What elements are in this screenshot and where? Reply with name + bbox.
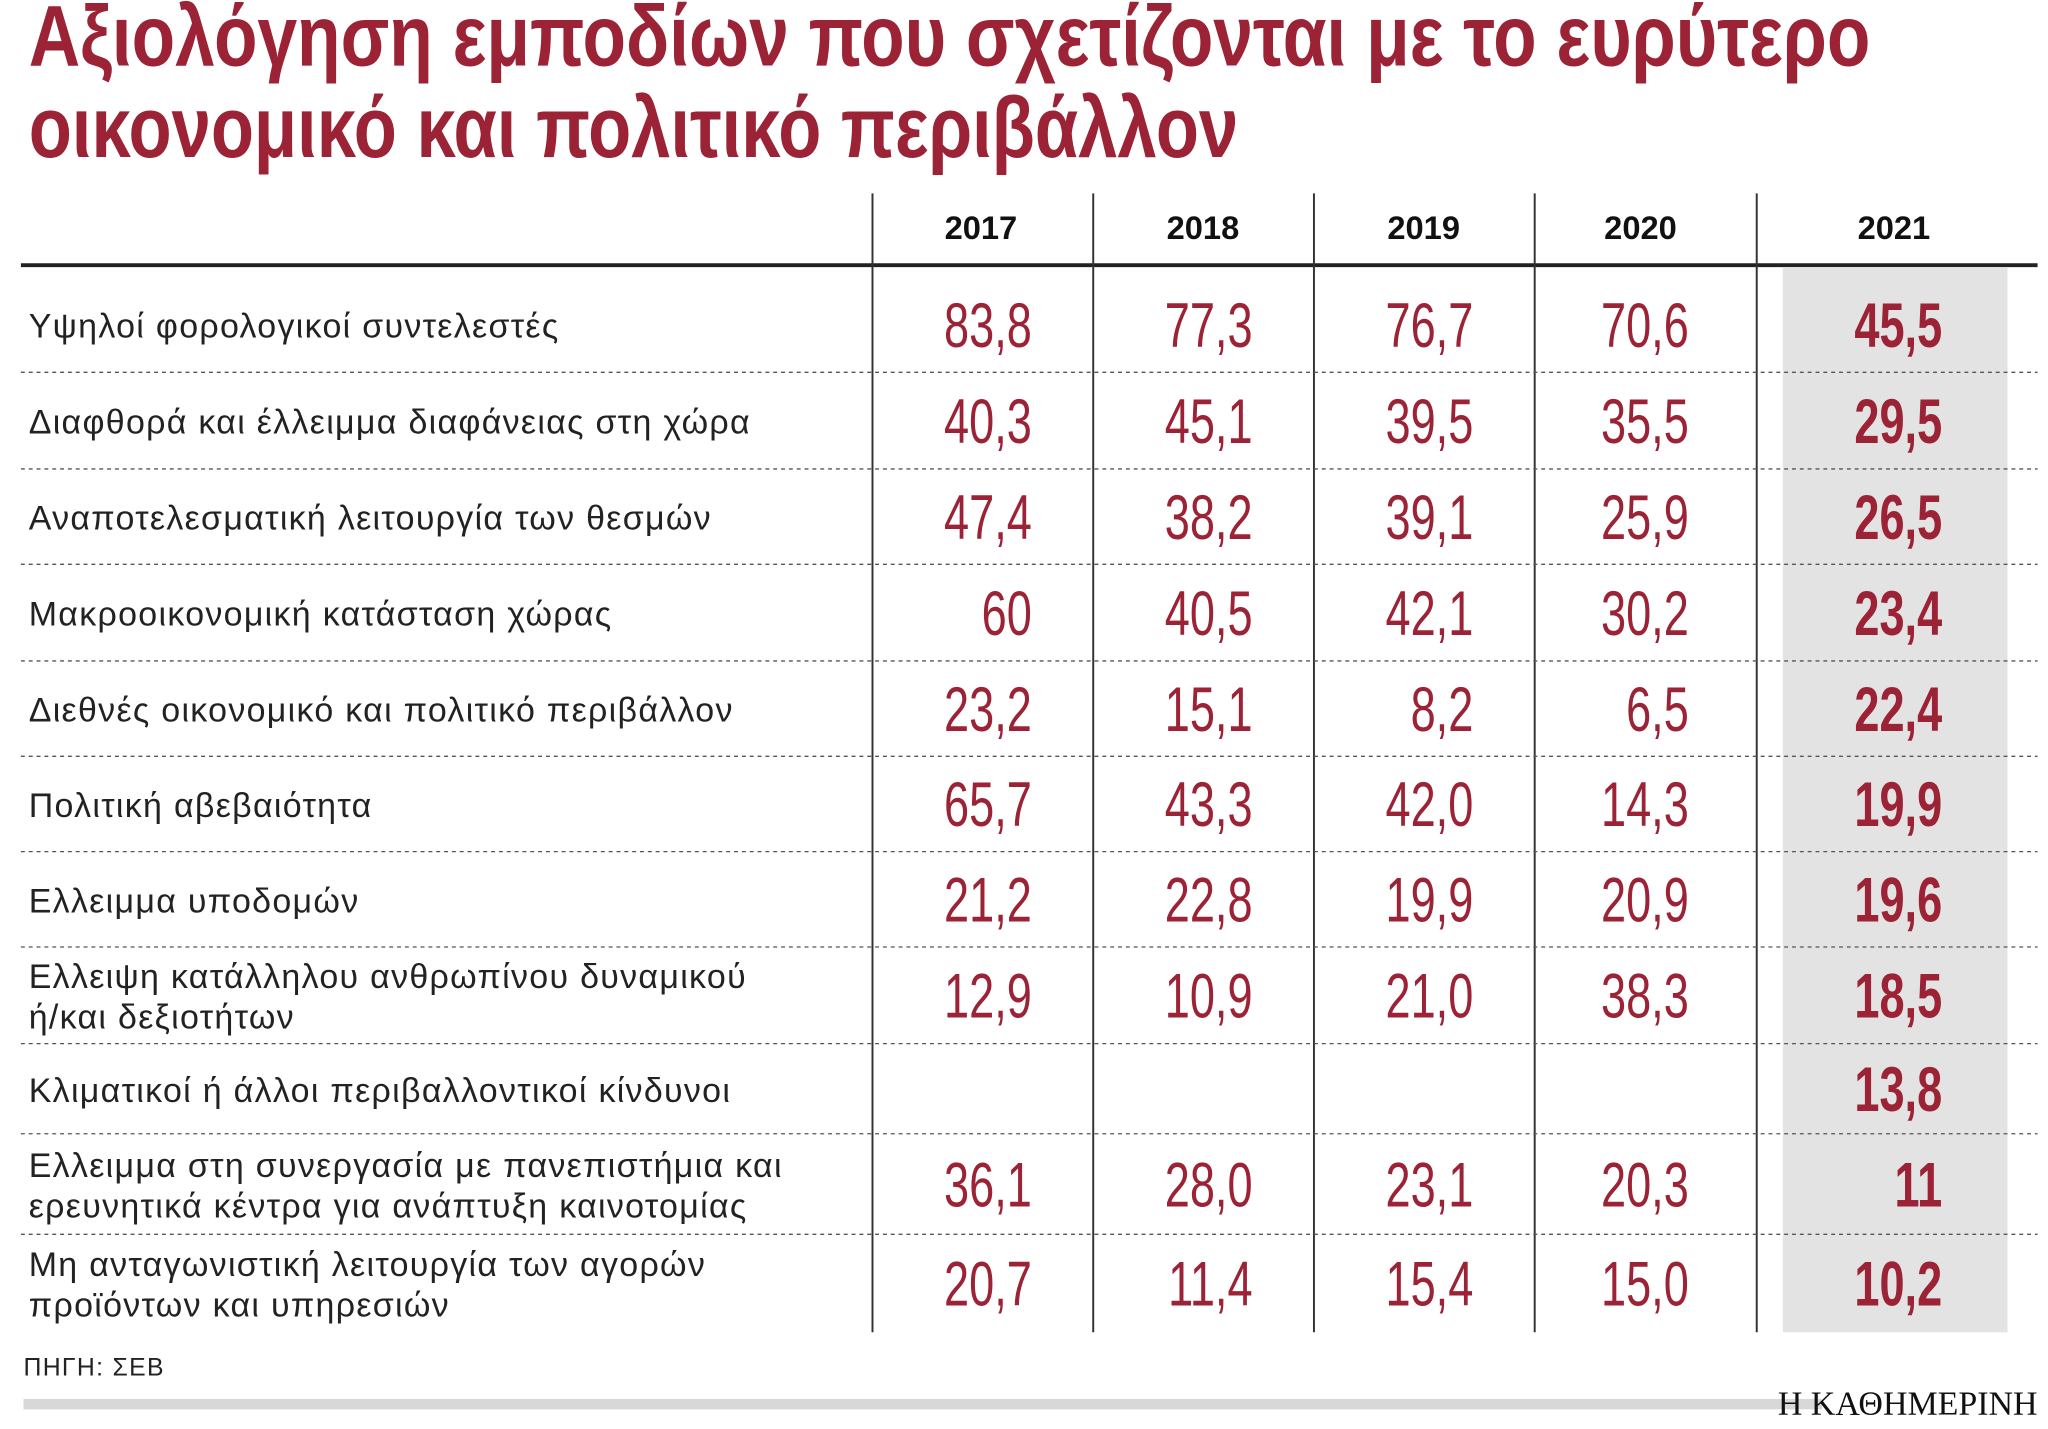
cell-value: 8,2 xyxy=(1411,675,1474,745)
cell-value: 65,7 xyxy=(944,770,1032,840)
cell-value: 76,7 xyxy=(1385,291,1473,361)
cell-value: 22,8 xyxy=(1165,865,1253,935)
row-label: Αναποτελεσματική λειτουργία των θεσμών xyxy=(29,500,712,538)
row-label: Κλιματικοί ή άλλοι περιβαλλοντικοί κίνδυ… xyxy=(29,1072,731,1110)
cell-value: 12,9 xyxy=(944,961,1032,1031)
row-label: ερευνητικά κέντρα για ανάπτυξη καινοτομί… xyxy=(29,1187,748,1225)
cell-value: 21,0 xyxy=(1385,961,1473,1031)
row-label: Υψηλοί φορολογικοί συντελεστές xyxy=(29,308,560,346)
cell-value: 39,1 xyxy=(1385,483,1473,553)
cell-value: 38,2 xyxy=(1165,483,1253,553)
cell-value: 6,5 xyxy=(1626,675,1689,745)
cell-value: 77,3 xyxy=(1165,291,1253,361)
row-label: Μη ανταγωνιστική λειτουργία των αγορών xyxy=(29,1246,706,1284)
row-label: ή/και δεξιοτήτων xyxy=(29,999,295,1037)
row-label: Διαφθορά και έλλειμμα διαφάνειας στη χώρ… xyxy=(29,404,751,442)
cell-value: 15,0 xyxy=(1601,1249,1689,1319)
row-label: Πολιτική αβεβαιότητα xyxy=(29,787,373,825)
row-label: Ελλειμμα στη συνεργασία με πανεπιστήμια … xyxy=(29,1147,783,1185)
row-label: προϊόντων και υπηρεσιών xyxy=(29,1287,450,1325)
cell-value: 40,3 xyxy=(944,387,1032,457)
column-header: 2017 xyxy=(945,209,1018,246)
cell-value: 39,5 xyxy=(1385,387,1473,457)
source: ΠΗΓΗ: ΣΕΒ xyxy=(24,1354,165,1381)
cell-value: 10,9 xyxy=(1165,961,1253,1031)
column-header: 2021 xyxy=(1858,209,1931,246)
column-header: 2020 xyxy=(1604,209,1677,246)
title: οικονομικό και πολιτικό περιβάλλον xyxy=(29,80,1238,176)
cell-value: 40,5 xyxy=(1165,579,1253,649)
cell-value: 83,8 xyxy=(944,291,1032,361)
cell-value: 70,6 xyxy=(1601,291,1689,361)
cell-value: 19,9 xyxy=(1854,770,1942,840)
row-label: Ελλειμμα υποδομών xyxy=(29,882,360,920)
cell-value: 22,4 xyxy=(1854,675,1942,745)
cell-value: 13,8 xyxy=(1854,1055,1942,1125)
cell-value: 60 xyxy=(982,579,1032,649)
row-label: Ελλειψη κατάλληλου ανθρωπίνου δυναμικού xyxy=(29,958,747,996)
cell-value: 29,5 xyxy=(1854,387,1942,457)
cell-value: 42,0 xyxy=(1385,770,1473,840)
cell-value: 11,4 xyxy=(1168,1249,1252,1319)
brand: Η ΚΑΘΗΜΕΡΙΝΗ xyxy=(1778,1386,2038,1423)
cell-value: 20,9 xyxy=(1601,865,1689,935)
cell-value: 19,6 xyxy=(1854,865,1942,935)
cell-value: 11 xyxy=(1894,1150,1942,1220)
cell-value: 23,2 xyxy=(944,675,1032,745)
cell-value: 45,1 xyxy=(1165,387,1253,457)
cell-value: 35,5 xyxy=(1601,387,1689,457)
cell-value: 23,1 xyxy=(1385,1150,1473,1220)
cell-value: 30,2 xyxy=(1601,579,1689,649)
cell-value: 21,2 xyxy=(944,865,1032,935)
cell-value: 15,1 xyxy=(1165,675,1253,745)
footer-bar xyxy=(23,1398,1823,1410)
cell-value: 19,9 xyxy=(1385,865,1473,935)
cell-value: 14,3 xyxy=(1601,770,1689,840)
column-header: 2018 xyxy=(1167,209,1240,246)
cell-value: 18,5 xyxy=(1854,961,1942,1031)
cell-value: 42,1 xyxy=(1385,579,1473,649)
cell-value: 45,5 xyxy=(1854,291,1942,361)
row-label: Μακροοικονομική κατάσταση χώρας xyxy=(29,596,613,634)
row-label: Διεθνές οικονομικό και πολιτικό περιβάλλ… xyxy=(29,692,734,730)
cell-value: 47,4 xyxy=(944,483,1032,553)
cell-value: 28,0 xyxy=(1165,1150,1253,1220)
highlight-column xyxy=(1782,267,2008,1333)
cell-value: 20,3 xyxy=(1601,1150,1689,1220)
cell-value: 20,7 xyxy=(944,1249,1032,1319)
cell-value: 10,2 xyxy=(1854,1249,1942,1319)
cell-value: 36,1 xyxy=(944,1150,1032,1220)
cell-value: 38,3 xyxy=(1601,961,1689,1031)
cell-value: 23,4 xyxy=(1854,579,1942,649)
cell-value: 43,3 xyxy=(1165,770,1253,840)
cell-value: 15,4 xyxy=(1385,1249,1473,1319)
cell-value: 26,5 xyxy=(1854,483,1942,553)
title: Αξιολόγηση εμποδίων που σχετίζονται με τ… xyxy=(29,0,1871,84)
column-header: 2019 xyxy=(1387,209,1460,246)
cell-value: 25,9 xyxy=(1601,483,1689,553)
